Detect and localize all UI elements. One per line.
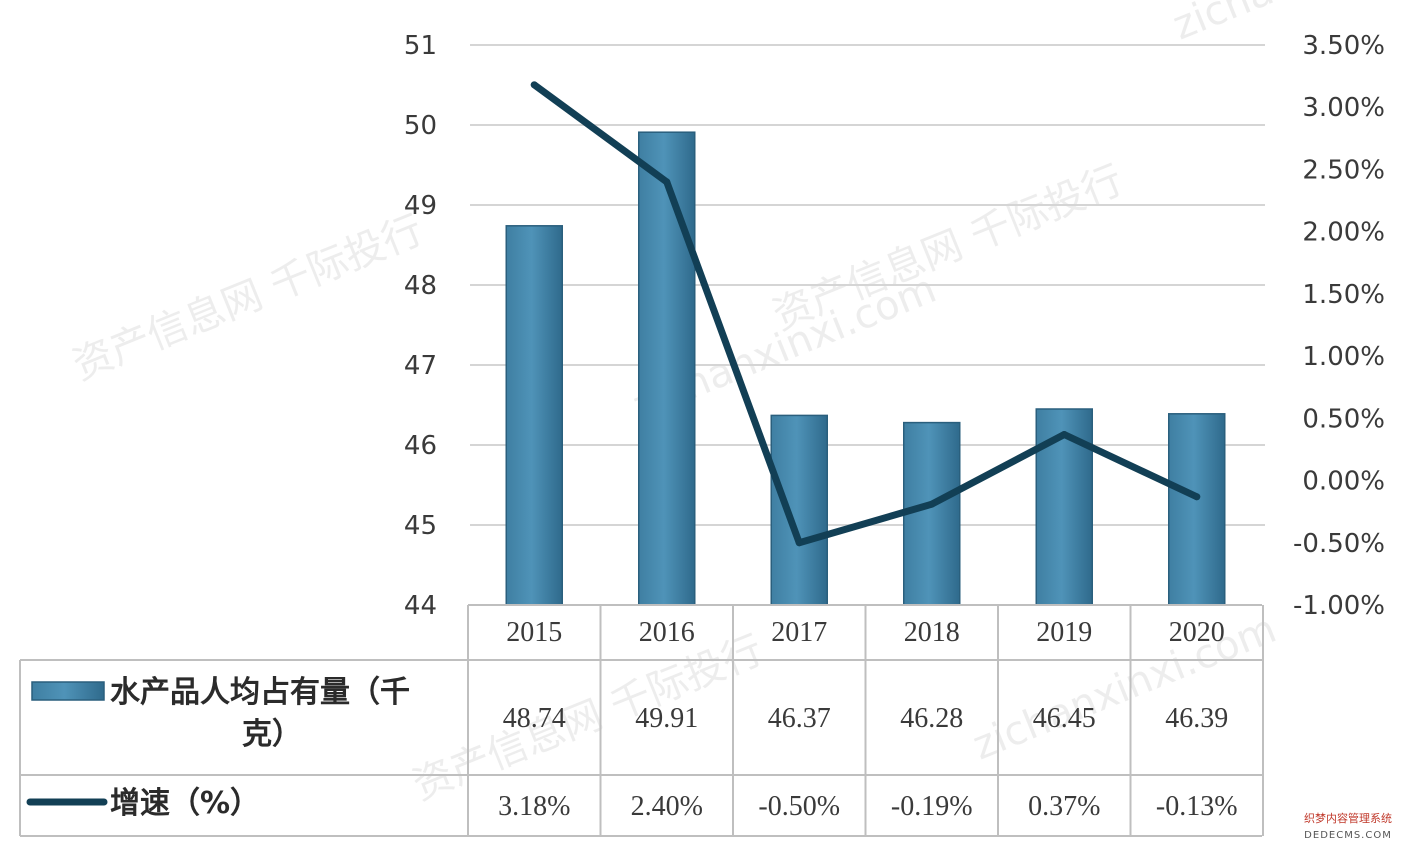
watermark-text: zichanxinxi.com xyxy=(967,606,1283,769)
left-tick-label: 45 xyxy=(404,511,437,541)
growth-value-label-2016: 2.40% xyxy=(631,791,703,822)
category-label-2016: 2016 xyxy=(639,617,695,648)
category-label-2019: 2019 xyxy=(1036,617,1092,648)
legend-label-bar-line1: 水产品人均占有量（千 xyxy=(110,675,410,710)
bar-value-label-2017: 46.37 xyxy=(768,703,831,734)
bar-value-label-2020: 46.39 xyxy=(1165,703,1228,734)
left-tick-label: 51 xyxy=(404,31,437,61)
bar-value-label-2015: 48.74 xyxy=(503,703,566,734)
left-tick-label: 50 xyxy=(404,111,437,141)
growth-value-label-2015: 3.18% xyxy=(498,791,570,822)
watermark-text: 资产信息网 千际投行 xyxy=(407,627,770,809)
gridlines xyxy=(470,44,1265,526)
bar-2016 xyxy=(638,131,696,606)
growth-point-2019 xyxy=(1060,431,1068,439)
left-tick-label: 47 xyxy=(404,351,437,381)
bar-2020 xyxy=(1168,413,1226,606)
right-axis-ticks: -1.00% -0.50% 0.00% 0.50% 1.00% 1.50% 2.00% 2.5… xyxy=(1293,31,1385,621)
right-tick-label: 1.00% xyxy=(1302,342,1385,372)
category-label-2017: 2017 xyxy=(771,617,827,648)
right-tick-label: 1.50% xyxy=(1302,280,1385,310)
bar-value-label-2016: 49.91 xyxy=(635,703,698,734)
bar-value-label-2018: 46.28 xyxy=(900,703,963,734)
left-axis-ticks: 44 45 46 47 48 49 50 51 xyxy=(404,31,437,621)
dedecms-badge: 织梦内容管理系统 DEDECMS.COM xyxy=(1292,810,1404,850)
growth-point-2016 xyxy=(663,178,671,186)
growth-value-label-2019: 0.37% xyxy=(1028,791,1100,822)
right-tick-label: -1.00% xyxy=(1293,591,1385,621)
growth-point-2015 xyxy=(530,81,538,89)
badge-line2: DEDECMS.COM xyxy=(1304,830,1392,841)
category-label-2020: 2020 xyxy=(1169,617,1225,648)
right-tick-label: 2.00% xyxy=(1302,218,1385,248)
right-tick-label: 0.50% xyxy=(1302,404,1385,434)
category-label-2018: 2018 xyxy=(904,617,960,648)
left-tick-label: 46 xyxy=(404,431,437,461)
data-table: 2015 48.74 3.18% 2016 49.91 2.40% 2017 46.37 -0.… xyxy=(19,604,1264,837)
bar-2015 xyxy=(505,225,563,606)
growth-value-label-2018: -0.19% xyxy=(891,791,973,822)
legend-label-bar-line2: 克） xyxy=(242,717,302,752)
right-tick-label: 3.00% xyxy=(1302,93,1385,123)
left-tick-label: 44 xyxy=(404,591,437,621)
legend-label-line: 增速（%） xyxy=(110,786,260,821)
legend-label-bar: 水产品人均占有量（千克） xyxy=(110,675,410,752)
growth-point-2020 xyxy=(1193,493,1201,501)
growth-line xyxy=(530,81,1201,547)
badge-line1: 织梦内容管理系统 xyxy=(1304,812,1392,825)
growth-value-label-2020: -0.13% xyxy=(1156,791,1238,822)
right-tick-label: 0.00% xyxy=(1302,467,1385,497)
category-label-2015: 2015 xyxy=(506,617,562,648)
right-tick-label: -0.50% xyxy=(1293,529,1385,559)
left-tick-label: 49 xyxy=(404,191,437,221)
watermark-text: 资产信息网 千际投行 xyxy=(767,157,1130,339)
growth-line-path xyxy=(530,81,1201,547)
growth-value-label-2017: -0.50% xyxy=(758,791,840,822)
watermark-text: 资产信息网 千际投行 xyxy=(67,207,430,389)
bar-2017 xyxy=(770,414,828,606)
bar-value-label-2019: 46.45 xyxy=(1033,703,1096,734)
left-tick-label: 48 xyxy=(404,271,437,301)
legend-key-bar xyxy=(31,681,105,701)
growth-point-2017 xyxy=(795,539,803,547)
growth-point-2018 xyxy=(928,500,936,508)
right-tick-label: 3.50% xyxy=(1302,31,1385,61)
bar-2018 xyxy=(903,421,961,606)
bars xyxy=(505,131,1226,606)
right-tick-label: 2.50% xyxy=(1302,155,1385,185)
